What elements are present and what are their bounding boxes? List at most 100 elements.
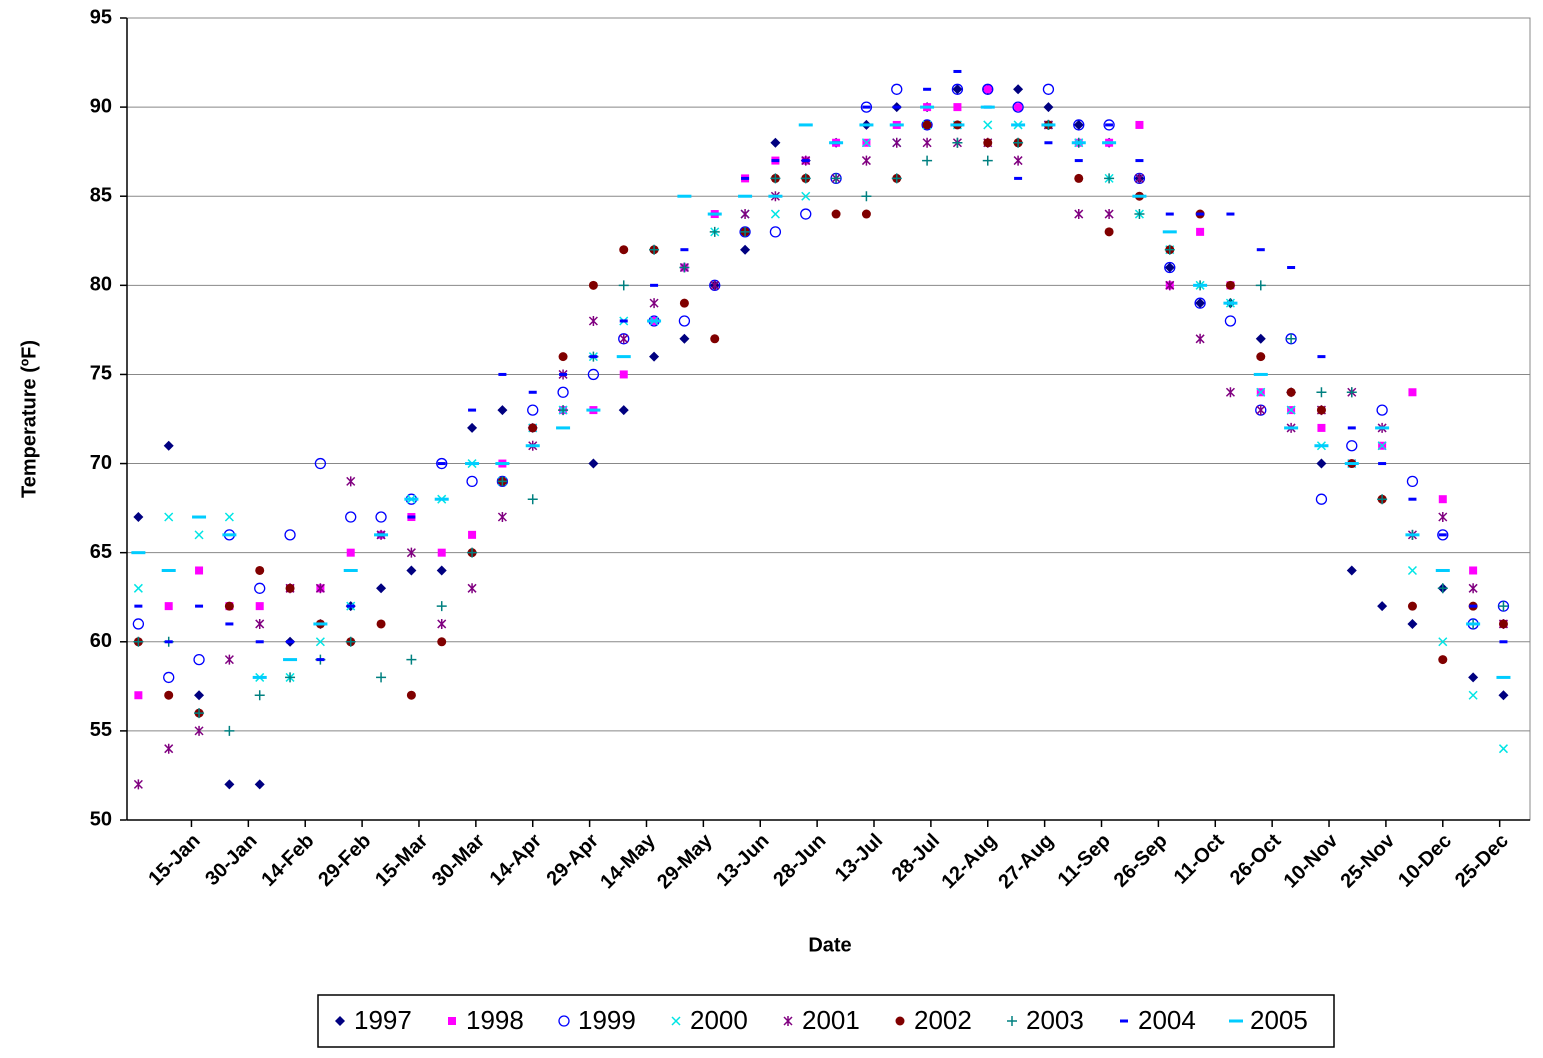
point (709, 226, 720, 237)
point (1317, 423, 1326, 432)
point (950, 123, 965, 127)
series (132, 83, 1510, 684)
point (1073, 119, 1085, 131)
point (1223, 301, 1238, 305)
point (346, 476, 356, 487)
point (224, 779, 235, 790)
point (375, 511, 387, 523)
y-tick-label: 60 (90, 630, 112, 652)
point (921, 119, 933, 131)
point (1498, 690, 1509, 701)
point (1255, 280, 1266, 291)
point (678, 315, 691, 327)
point (437, 618, 447, 629)
point (1134, 209, 1145, 220)
point (376, 619, 386, 629)
series (134, 85, 1508, 700)
point (254, 582, 266, 594)
point (406, 565, 417, 576)
point (1104, 209, 1114, 220)
point (616, 355, 631, 359)
point (133, 636, 144, 647)
point (1496, 675, 1511, 679)
point (587, 368, 600, 381)
point (1378, 462, 1387, 466)
point (920, 105, 935, 109)
point (892, 105, 901, 109)
point (224, 725, 235, 736)
point (134, 604, 143, 608)
legend-label: 2001 (802, 1005, 860, 1035)
point (589, 355, 598, 359)
point (1469, 604, 1478, 608)
point (983, 138, 993, 148)
point (314, 457, 327, 470)
x-tick-label: 14-Apr (486, 830, 547, 891)
point (1195, 298, 1206, 309)
point (829, 141, 844, 145)
point (1102, 141, 1117, 145)
y-tick-label: 55 (90, 719, 112, 741)
point (953, 103, 962, 112)
point (195, 604, 204, 608)
point (1196, 227, 1205, 236)
point (679, 298, 689, 308)
point (192, 515, 207, 519)
point (1286, 387, 1296, 397)
point (1317, 355, 1326, 359)
point (619, 333, 629, 344)
point (800, 208, 812, 220)
x-tick-label: 10-Dec (1394, 830, 1456, 892)
point (1438, 533, 1447, 537)
point (468, 408, 477, 412)
point (1256, 352, 1266, 362)
point (861, 209, 871, 219)
point (1013, 84, 1024, 95)
point (677, 194, 692, 198)
point (194, 708, 205, 719)
point (1438, 512, 1448, 523)
point (1314, 444, 1329, 448)
point (252, 675, 267, 679)
y-tick-label: 65 (90, 541, 112, 563)
series (133, 119, 1508, 790)
point (1377, 601, 1388, 612)
point (558, 405, 569, 416)
point (497, 512, 507, 523)
point (1196, 212, 1205, 216)
series (134, 69, 1508, 662)
point (406, 547, 416, 558)
point (1193, 283, 1208, 287)
point (437, 637, 447, 647)
point (1316, 405, 1326, 415)
point (741, 176, 750, 180)
y-tick-label: 50 (90, 808, 112, 830)
point (1499, 640, 1508, 644)
point (891, 173, 902, 184)
legend-marker (558, 1015, 570, 1027)
legend-label: 2000 (690, 1005, 748, 1035)
point (1194, 297, 1206, 309)
point (953, 69, 962, 73)
point (1375, 426, 1390, 430)
point (315, 637, 325, 647)
point (193, 653, 205, 666)
point (345, 636, 356, 647)
point (134, 691, 143, 700)
point (1344, 462, 1359, 466)
point (343, 568, 358, 572)
point (952, 84, 963, 95)
point (1437, 583, 1448, 594)
point (619, 319, 628, 323)
point (132, 618, 145, 630)
point (951, 83, 964, 95)
point (861, 191, 872, 202)
point (316, 658, 325, 662)
point (768, 194, 783, 198)
point (1162, 230, 1177, 234)
point (1498, 744, 1508, 754)
x-tick-label: 11-Oct (1170, 829, 1229, 888)
point (225, 622, 234, 626)
point (1405, 533, 1420, 537)
